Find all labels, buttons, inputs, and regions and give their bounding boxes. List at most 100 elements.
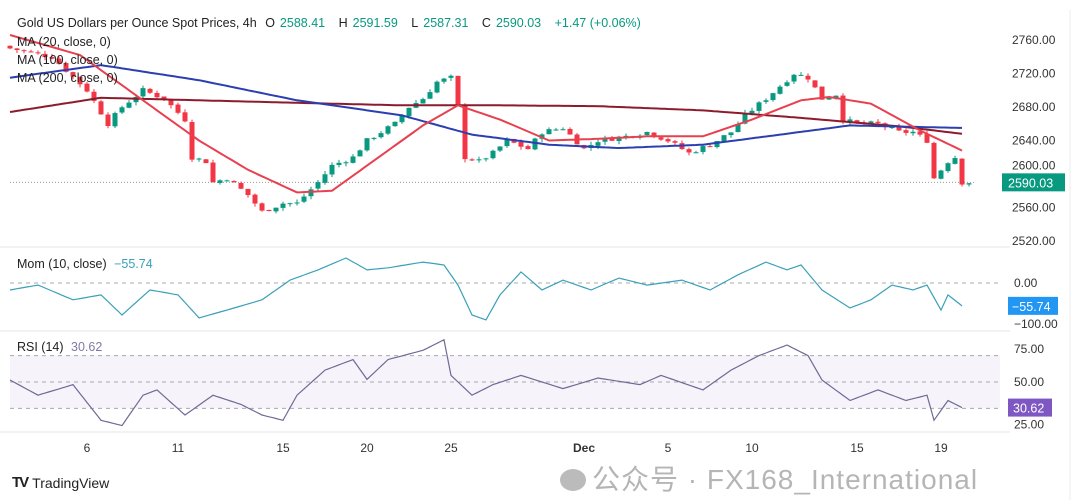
candle-body (280, 203, 286, 208)
candle-body (903, 130, 909, 133)
candle-body (112, 113, 118, 127)
candle-body (658, 137, 664, 140)
candle-body (595, 142, 601, 146)
candle-body (721, 135, 727, 142)
candle-body (497, 146, 503, 151)
candle-body (910, 131, 916, 134)
rsi-title: RSI (14) (17, 340, 64, 354)
rsi-legend[interactable]: RSI (14) 30.62 (17, 340, 102, 354)
candle-body (728, 132, 734, 136)
candle-body (875, 121, 881, 123)
candle-body (140, 88, 146, 97)
low-value: 2587.31 (423, 16, 469, 30)
candle-body (784, 82, 790, 86)
candle-body (532, 138, 538, 150)
candle-body (273, 207, 279, 212)
candle-body (238, 183, 244, 189)
candle-body (567, 128, 573, 135)
legend-ma200[interactable]: MA (200, close, 0) (17, 71, 118, 85)
mom-value-badge (1008, 296, 1058, 315)
time-tick-label: 20 (360, 441, 374, 455)
candle-body (371, 137, 377, 139)
candle-body (266, 209, 272, 212)
candle-body (812, 80, 818, 88)
candle-body (98, 101, 104, 115)
price-tick-label: 2680.00 (1012, 100, 1056, 114)
candle-body (77, 76, 83, 85)
candle-body (917, 131, 923, 135)
candle-body (469, 159, 475, 161)
candle-body (777, 86, 783, 94)
price-tick-label: 2720.00 (1012, 67, 1056, 81)
mom-value: −55.74 (114, 257, 153, 271)
candle-body (119, 107, 125, 113)
candle-body (742, 113, 748, 124)
time-tick-label: 5 (665, 441, 672, 455)
candle-body (490, 150, 496, 159)
last-price-badge (1002, 173, 1065, 192)
candle-body (42, 53, 48, 57)
candle-body (896, 126, 902, 131)
candle-body (854, 120, 860, 123)
chart-header: Gold US Dollars per Ounce Spot Prices, 4… (17, 16, 646, 30)
mom-legend[interactable]: Mom (10, close) −55.74 (17, 257, 153, 271)
ma100-line (9, 64, 962, 150)
time-tick-label: Dec (573, 441, 595, 455)
close-value: 2590.03 (495, 16, 542, 30)
candle-body (91, 91, 97, 101)
candle-body (735, 124, 741, 133)
candle-body (560, 129, 566, 131)
legend-ma100[interactable]: MA (100, close, 0) (17, 53, 118, 67)
candle-body (364, 138, 370, 151)
legend-ma20[interactable]: MA (20, close, 0) (17, 35, 111, 49)
candle-body (651, 132, 657, 138)
candle-body (147, 88, 153, 93)
watermark-text: 公众号 · FX168_International (592, 464, 979, 495)
open-value: 2588.41 (279, 16, 326, 30)
candle-body (35, 52, 41, 54)
candle-body (518, 142, 524, 147)
tradingview-logo[interactable]: TV TradingView (12, 474, 109, 491)
candle-body (420, 99, 426, 104)
candle-body (245, 188, 251, 196)
last-price-label: 2590.03 (1008, 176, 1053, 190)
candle-body (203, 159, 209, 164)
tradingview-icon: TV (12, 474, 29, 491)
candle-body (259, 203, 265, 211)
watermark: 公众号 · FX168_International (560, 463, 978, 497)
mom-line (9, 257, 963, 321)
candle-body (217, 180, 223, 183)
low-label: L (411, 16, 419, 30)
candle-body (686, 149, 692, 153)
high-label: H (338, 16, 348, 30)
time-tick-label: 19 (934, 441, 948, 455)
candle-body (63, 63, 69, 72)
mom-title: Mom (10, close) (17, 257, 107, 271)
candle-body (392, 121, 398, 127)
candle-body (700, 146, 706, 152)
candle-body (189, 122, 195, 160)
candle-body (504, 138, 510, 147)
time-tick-label: 15 (276, 441, 290, 455)
candle-body (938, 170, 944, 179)
brand-name: TradingView (32, 474, 110, 491)
candle-body (553, 129, 559, 131)
candle-body (931, 142, 937, 179)
candle-body (672, 141, 678, 143)
candle-body (819, 86, 825, 100)
candle-body (616, 136, 622, 142)
rsi-line (9, 338, 963, 427)
candle-body (798, 74, 804, 76)
candle-body (889, 127, 895, 129)
mom-badge-label: −55.74 (1012, 300, 1051, 314)
candle-body (770, 93, 776, 101)
candle-body (301, 196, 307, 202)
candle-body (448, 75, 454, 78)
candle-body (805, 75, 811, 80)
candle-body (343, 162, 349, 164)
candle-body (791, 74, 797, 82)
candle-body (7, 45, 13, 49)
candle-body (161, 96, 167, 100)
candle-body (399, 115, 405, 123)
